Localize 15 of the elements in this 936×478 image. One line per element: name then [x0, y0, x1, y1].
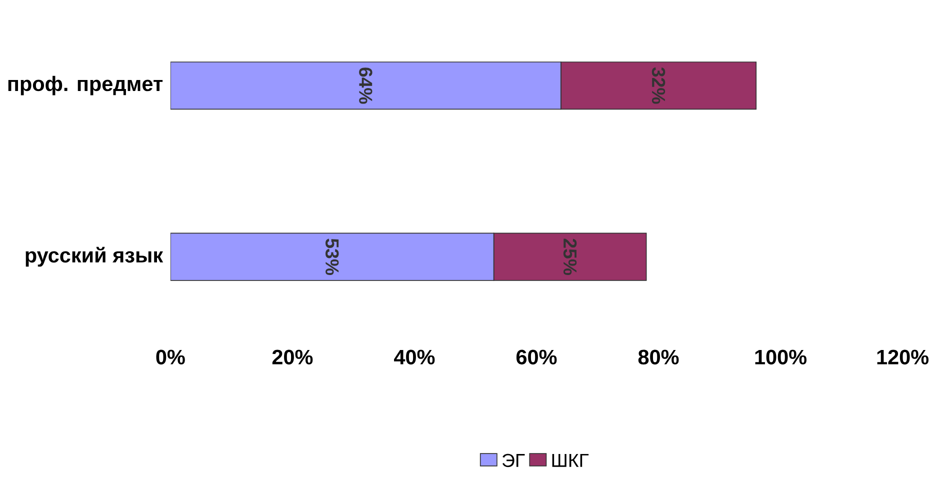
- legend-label: ШКГ: [552, 454, 589, 467]
- x-tick-label: 0%: [156, 350, 185, 364]
- data-label: 32%: [652, 67, 666, 104]
- x-tick-label: 120%: [877, 350, 929, 364]
- x-tick-label: 40%: [394, 350, 435, 364]
- x-tick-label: 20%: [272, 350, 313, 364]
- x-tick-label: 100%: [755, 350, 806, 364]
- legend-label: ЭГ: [502, 454, 525, 467]
- data-label: 25%: [563, 238, 577, 275]
- y-tick-label: проф. предмет: [8, 76, 163, 96]
- x-tick-label: 60%: [516, 350, 557, 364]
- data-label: 64%: [359, 67, 372, 104]
- data-label: 53%: [326, 238, 339, 275]
- y-tick-label: русский язык: [26, 246, 164, 267]
- x-tick-label: 80%: [638, 350, 679, 364]
